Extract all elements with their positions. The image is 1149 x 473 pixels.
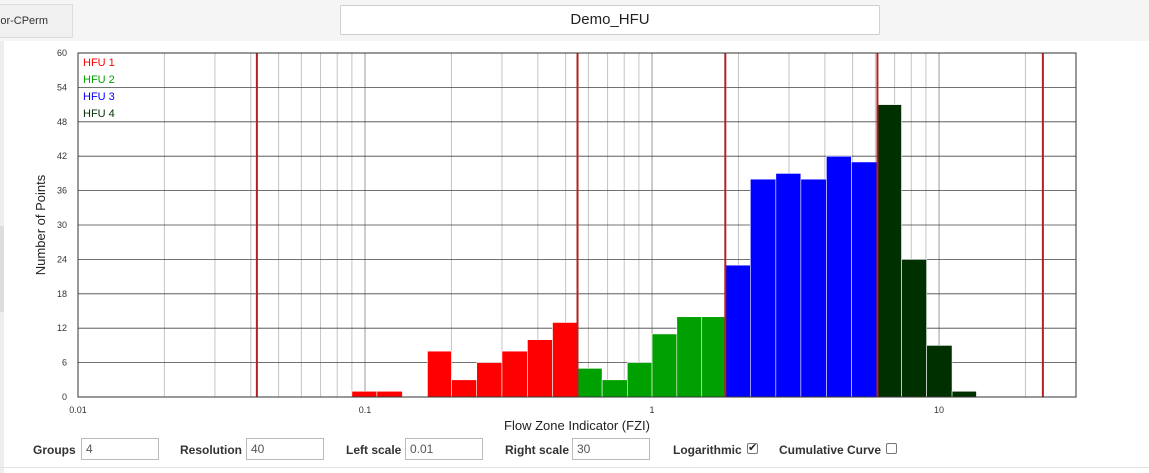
resolution-label: Resolution [180,443,242,457]
right-scale-input[interactable] [572,438,650,460]
histogram-bar [701,316,726,398]
y-tick-label: 6 [62,358,67,368]
x-tick-label: 0.01 [69,405,87,415]
y-tick-label: 36 [57,186,67,196]
cumulative-curve-label: Cumulative Curve [779,443,882,457]
left-scale-input[interactable] [405,438,483,460]
histogram-bar [750,178,777,398]
histogram-bar [851,161,878,398]
histogram-bar [527,339,553,398]
histogram-bar [351,390,378,398]
right-scale-label: Right scale [505,443,570,457]
bottom-divider [0,467,1149,468]
x-axis-label: Flow Zone Indicator (FZI) [504,418,650,433]
legend-entry: HFU 3 [83,91,115,103]
groups-input[interactable] [81,438,159,460]
histogram-bar [501,350,528,398]
histogram-bar [627,362,653,398]
histogram-bar [476,362,503,398]
logarithmic-checkbox[interactable]: ✔ [747,442,758,454]
groups-label: Groups [33,443,76,457]
legend-entry: HFU 2 [83,74,115,86]
chart-title-box[interactable]: Demo_HFU [340,5,880,35]
y-tick-label: 48 [57,117,67,127]
y-tick-label: 54 [57,82,67,92]
y-axis-label: Number of Points [33,174,48,275]
histogram-bar [901,259,927,398]
y-tick-label: 30 [57,220,67,230]
histogram-bar [775,173,802,398]
histogram-bar [926,345,953,398]
x-tick-label: 0.1 [359,405,372,415]
left-scale-label: Left scale [346,443,402,457]
legend-entry: HFU 1 [83,57,115,69]
resolution-input[interactable] [246,438,324,460]
histogram-bar [877,104,902,398]
histogram-bar [577,368,603,398]
histogram-bar [826,155,852,398]
y-tick-label: 60 [57,48,67,58]
x-tick-label: 10 [934,405,944,415]
y-tick-label: 12 [57,323,67,333]
histogram-bar [552,322,578,398]
histogram-bar [676,316,703,398]
tab-por-cperm[interactable]: Por-CPerm [0,4,73,38]
y-tick-label: 24 [57,254,67,264]
cumulative-curve-checkbox[interactable] [886,443,897,454]
left-panel-scroll[interactable] [0,226,4,312]
controls-bar: Groups Resolution Left scale Right scale… [0,436,1149,466]
tab-por-cperm-label: Por-CPerm [0,15,49,27]
histogram-bar [725,264,751,398]
x-tick-label: 1 [650,405,655,415]
histogram-bar [601,379,628,398]
histogram-bar [800,178,827,398]
y-tick-label: 42 [57,151,67,161]
histogram-bar [951,390,977,398]
fzi-histogram-chart: 0 6 12 18 24 30 36 42 48 54 60 0.01 0.1 1 10 Flow Zone … [33,48,1077,433]
histogram-bar [451,379,478,398]
histogram-bar [427,350,452,398]
plot-frame [77,52,1077,398]
histogram-bar [651,333,678,398]
y-tick-label: 18 [57,289,67,299]
histogram-bar [376,390,403,398]
logarithmic-label: Logarithmic [673,443,742,457]
y-tick-label: 0 [62,392,67,402]
legend-entry: HFU 4 [83,108,115,120]
